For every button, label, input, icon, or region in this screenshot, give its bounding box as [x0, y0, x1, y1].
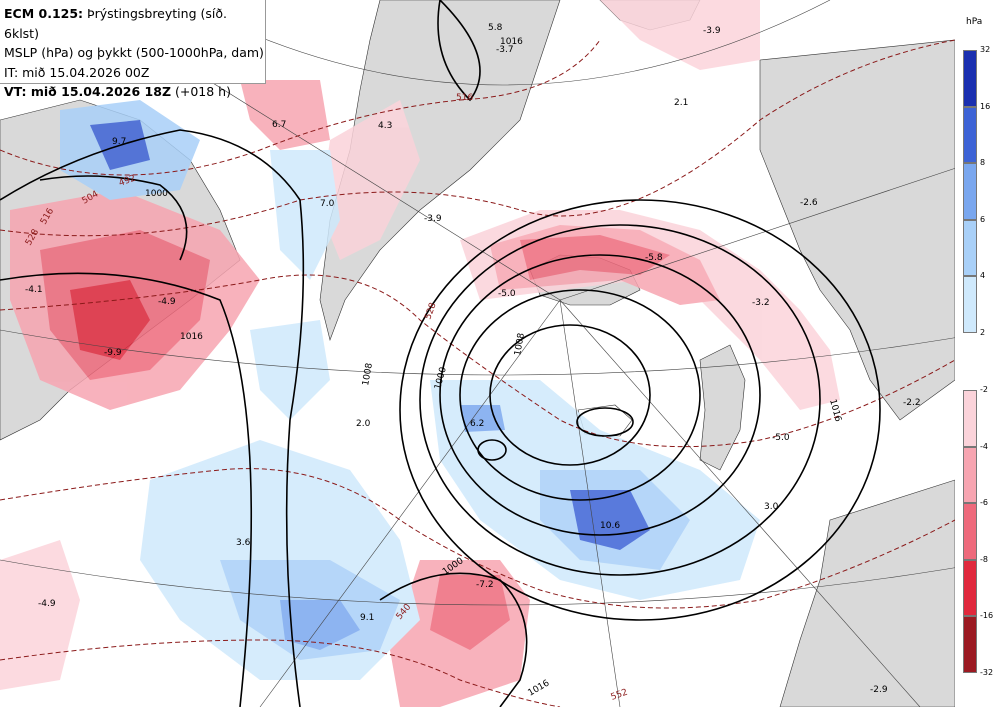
- label-neg-3-7: -3.7: [496, 45, 514, 55]
- legend-tick-blue: 4: [980, 271, 986, 281]
- field-name: Þrýstingsbreyting (síð. 6klst): [4, 6, 227, 41]
- legend-tick-red: -4: [980, 441, 988, 451]
- label-9-1: 9.1: [360, 613, 374, 623]
- thickness-label-516: 516: [456, 93, 473, 103]
- label-neg-2-9: -2.9: [870, 685, 888, 695]
- label-neg-5-8: -5.8: [645, 253, 663, 263]
- label-neg-4-1: -4.1: [25, 285, 43, 295]
- label-9-7: 9.7: [112, 137, 126, 147]
- legend-tick-red: -16: [980, 611, 994, 621]
- label-6-7: 6.7: [272, 120, 286, 130]
- legend-swatch-blue: [963, 106, 977, 164]
- legend-tick-red: -2: [980, 385, 988, 394]
- label-2-0: 2.0: [356, 419, 371, 429]
- isobar-label-1000: 1000: [145, 189, 168, 199]
- legend-tick-blue: 16: [980, 101, 991, 111]
- isobar-label-1016: 1016: [180, 332, 203, 342]
- label-neg-3-2: -3.2: [752, 298, 770, 308]
- label-6-2: 6.2: [470, 419, 484, 429]
- label-10-6: 10.6: [600, 521, 620, 531]
- label-neg-7-2: -7.2: [476, 580, 494, 590]
- label-neg-4-9-sw: -4.9: [38, 599, 56, 609]
- isobars: [0, 0, 881, 707]
- label-neg-9-9: -9.9: [104, 348, 122, 358]
- label-2-1: 2.1: [674, 98, 688, 108]
- isobar-label-1008: 1008: [361, 362, 375, 387]
- pressure-change-labels: 9.7 -4.1 -4.9 -9.9 6.7 4.3 7.0 5.8 -3.7 …: [25, 23, 921, 695]
- legend-tick-blue: 8: [980, 158, 986, 168]
- legend-swatch-red: [963, 390, 977, 447]
- legend-swatch-red: [963, 616, 977, 673]
- label-neg-3-9: -3.9: [424, 214, 442, 224]
- label-neg-4-9: -4.9: [158, 297, 176, 307]
- legend-unit: hPa: [966, 17, 983, 27]
- legend-tick-red: -6: [980, 498, 988, 508]
- label-5-8: 5.8: [488, 23, 503, 33]
- legend-swatch-red: [963, 559, 977, 617]
- legend-tick-blue: 32: [980, 45, 991, 54]
- valid-time: VT: mið 15.04.2026 18Z: [4, 84, 172, 99]
- legend-swatch-blue: [963, 50, 977, 107]
- legend-tick-red: -32: [980, 668, 994, 677]
- legend-swatch-red: [963, 446, 977, 504]
- legend-tick-red: -8: [980, 554, 988, 564]
- label-neg-5-0-east: -5.0: [772, 433, 790, 443]
- pressure-change-shading: [0, 0, 840, 707]
- label-7-0: 7.0: [320, 199, 335, 209]
- isobar-label-1016-n: 1016: [500, 37, 523, 47]
- legend-swatch-blue: [963, 163, 977, 220]
- label-4-3: 4.3: [378, 121, 392, 131]
- label-neg-2-6: -2.6: [800, 198, 818, 208]
- label-neg-3-9-top: -3.9: [703, 26, 721, 36]
- info-line-1: ECM 0.125: Þrýstingsbreyting (síð. 6klst…: [4, 4, 265, 43]
- colour-legend: hPa 32 16 8 6 4 2 -2 -4 -6 -8 -16 -32: [955, 0, 1000, 707]
- map-info-box: ECM 0.125: Þrýstingsbreyting (síð. 6klst…: [0, 0, 266, 99]
- legend-swatch-red: [963, 503, 977, 560]
- label-3-0: 3.0: [764, 502, 779, 512]
- legend-swatch-blue: [963, 219, 977, 277]
- model-name: ECM 0.125:: [4, 6, 84, 21]
- label-neg-2-2: -2.2: [903, 398, 921, 408]
- info-line-4: VT: mið 15.04.2026 18Z (+018 h): [4, 82, 265, 102]
- label-neg-5-0: -5.0: [498, 289, 516, 299]
- legend-tick-blue: 2: [980, 328, 986, 337]
- isobar-label-988: 1008: [513, 332, 527, 357]
- info-line-3: IT: mið 15.04.2026 00Z: [4, 64, 150, 80]
- legend-tick-blue: 6: [980, 214, 986, 224]
- info-line-2: MSLP (hPa) og þykkt (500-1000hPa, dam): [4, 45, 264, 60]
- lead-time: (+018 h): [175, 84, 231, 99]
- legend-swatch-blue: [963, 276, 977, 333]
- label-3-6: 3.6: [236, 538, 251, 548]
- british-isles: [699, 344, 746, 471]
